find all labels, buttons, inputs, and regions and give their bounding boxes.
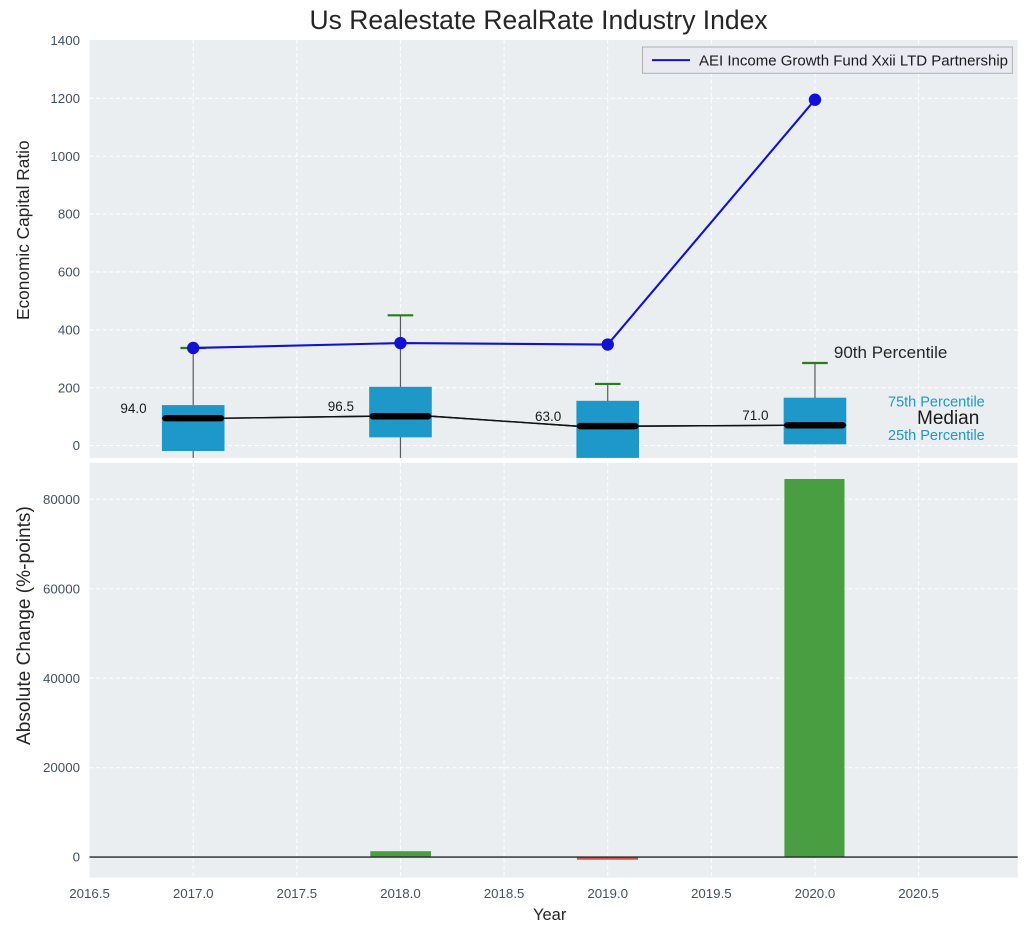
- svg-text:71.0: 71.0: [742, 408, 768, 423]
- svg-text:2017.5: 2017.5: [277, 886, 318, 901]
- svg-text:800: 800: [58, 207, 80, 222]
- svg-text:2019.5: 2019.5: [691, 886, 732, 901]
- svg-text:63.0: 63.0: [535, 409, 561, 424]
- svg-text:2016.5: 2016.5: [69, 886, 110, 901]
- svg-text:AEI Income Growth Fund Xxii LT: AEI Income Growth Fund Xxii LTD Partners…: [699, 52, 1008, 69]
- svg-text:2018.0: 2018.0: [380, 886, 421, 901]
- svg-text:600: 600: [58, 265, 80, 280]
- svg-text:60000: 60000: [43, 581, 80, 596]
- svg-text:Median: Median: [917, 408, 979, 429]
- svg-text:2020.5: 2020.5: [898, 886, 939, 901]
- svg-text:1200: 1200: [50, 91, 80, 106]
- svg-text:80000: 80000: [43, 492, 80, 507]
- svg-text:400: 400: [58, 322, 80, 337]
- svg-text:0: 0: [73, 850, 80, 865]
- svg-text:1000: 1000: [50, 149, 80, 164]
- svg-text:40000: 40000: [43, 671, 80, 686]
- svg-text:96.5: 96.5: [328, 399, 354, 414]
- svg-text:2017.0: 2017.0: [173, 886, 214, 901]
- svg-text:25th Percentile: 25th Percentile: [888, 428, 985, 444]
- svg-text:20000: 20000: [43, 760, 80, 775]
- svg-text:0: 0: [73, 438, 80, 453]
- svg-text:94.0: 94.0: [120, 401, 146, 416]
- svg-text:90th Percentile: 90th Percentile: [834, 343, 947, 362]
- svg-text:2018.5: 2018.5: [484, 886, 525, 901]
- svg-text:2019.0: 2019.0: [587, 886, 628, 901]
- svg-text:2020.0: 2020.0: [795, 886, 836, 901]
- svg-text:200: 200: [58, 380, 80, 395]
